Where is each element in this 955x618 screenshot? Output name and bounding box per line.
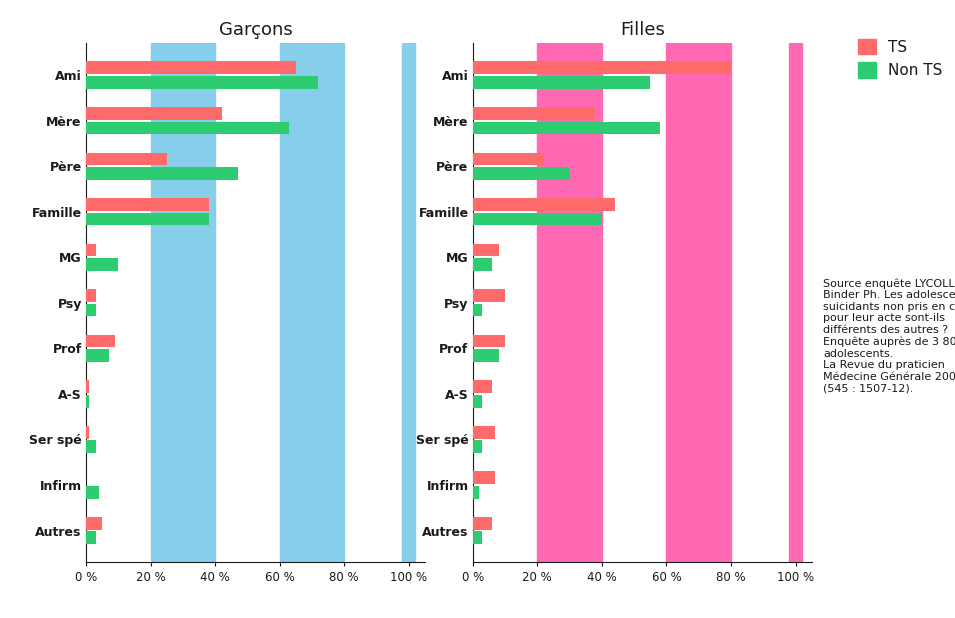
Bar [473,213,602,226]
Bar [473,76,650,89]
Bar [151,43,215,562]
Bar [473,167,569,180]
Bar [86,107,222,120]
Bar [86,349,109,362]
Bar [86,395,89,407]
Bar [86,258,118,271]
Bar [86,122,289,134]
Bar [667,43,731,562]
Bar [473,153,543,165]
Bar [473,472,496,484]
Title: Filles: Filles [620,21,665,39]
Bar [86,335,115,347]
Bar [86,426,89,439]
Bar [473,380,492,393]
Bar [473,335,505,347]
Bar [473,61,731,74]
Bar [86,198,208,211]
Bar [86,486,99,499]
Bar [789,43,802,562]
Bar [86,213,208,226]
Bar [86,61,296,74]
Bar [86,76,318,89]
Bar [538,43,602,562]
Bar [280,43,344,562]
Bar [86,380,89,393]
Legend: TS, Non TS: TS, Non TS [858,38,943,78]
Bar [473,531,482,544]
Bar [473,395,482,407]
Bar [473,517,492,530]
Bar [86,289,96,302]
Bar [473,258,492,271]
Bar [86,243,96,256]
Bar [86,441,96,453]
Bar [473,441,482,453]
Bar [86,303,96,316]
Bar [86,531,96,544]
Bar [473,303,482,316]
Bar [402,43,415,562]
Bar [473,349,499,362]
Title: Garçons: Garçons [219,21,292,39]
Bar [473,289,505,302]
Bar [473,107,595,120]
Bar [86,167,238,180]
Bar [473,122,660,134]
Bar [473,243,499,256]
Bar [473,486,479,499]
Bar [86,153,167,165]
Bar [473,198,615,211]
Bar [86,517,102,530]
Text: Source enquête LYCOLL :
Binder Ph. Les adolescents
suicidants non pris en charge: Source enquête LYCOLL : Binder Ph. Les a… [823,278,955,394]
Bar [473,426,496,439]
